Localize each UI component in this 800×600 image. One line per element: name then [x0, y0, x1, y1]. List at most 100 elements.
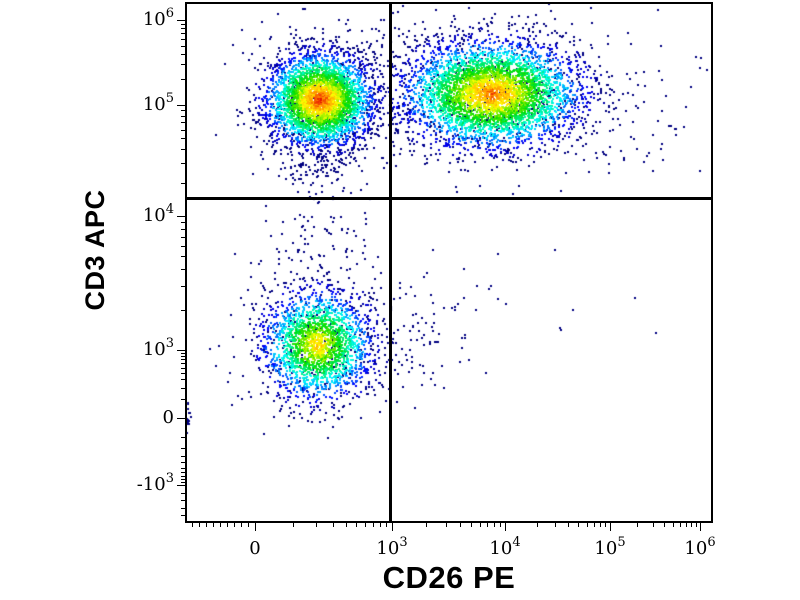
x-tick-mark: [346, 523, 347, 527]
x-tick-mark: [206, 523, 207, 527]
y-tick-label: 103: [142, 336, 174, 360]
y-tick-mark: [177, 418, 185, 419]
y-tick-mark: [181, 373, 185, 374]
y-tick-label: 105: [142, 91, 174, 115]
x-tick-mark: [700, 523, 701, 531]
y-tick-mark: [181, 28, 185, 29]
y-tick-mark: [181, 39, 185, 40]
x-tick-mark: [248, 523, 249, 527]
y-tick-mark: [177, 350, 185, 351]
x-tick-mark: [600, 523, 601, 527]
x-tick-mark: [691, 523, 692, 527]
x-tick-mark: [680, 523, 681, 527]
x-tick-mark: [199, 523, 200, 527]
x-tick-mark: [568, 523, 569, 527]
y-tick-mark: [181, 110, 185, 111]
x-tick-label: 104: [489, 535, 521, 559]
x-tick-mark: [392, 523, 393, 531]
x-tick-mark: [578, 523, 579, 527]
x-tick-mark: [365, 523, 366, 527]
y-tick-mark: [181, 493, 185, 494]
x-tick-mark: [487, 523, 488, 527]
y-tick-mark: [181, 368, 185, 369]
x-tick-label: 0: [249, 538, 261, 559]
y-tick-mark: [181, 79, 185, 80]
x-tick-mark: [594, 523, 595, 527]
y-tick-mark: [181, 388, 185, 389]
x-tick-mark: [241, 523, 242, 527]
x-tick-mark: [380, 523, 381, 527]
y-tick-mark: [181, 54, 185, 55]
x-tick-mark: [637, 523, 638, 527]
x-tick-mark: [471, 523, 472, 527]
x-tick-mark: [673, 523, 674, 527]
y-axis-title: CD3 APC: [80, 189, 110, 311]
x-tick-mark: [192, 523, 193, 527]
x-tick-mark: [356, 523, 357, 527]
y-tick-mark: [181, 476, 185, 477]
x-tick-mark: [460, 523, 461, 527]
x-tick-mark: [255, 523, 256, 531]
x-tick-mark: [653, 523, 654, 527]
y-tick-mark: [181, 229, 185, 230]
y-tick-label: 0: [162, 407, 174, 428]
x-tick-mark: [333, 523, 334, 527]
y-tick-mark: [181, 359, 185, 360]
y-tick-mark: [181, 116, 185, 117]
y-tick-mark: [181, 479, 185, 480]
y-tick-mark: [181, 515, 185, 516]
x-tick-mark: [220, 523, 221, 527]
x-tick-mark: [386, 523, 387, 527]
x-tick-mark: [446, 523, 447, 527]
y-tick-mark: [181, 353, 185, 354]
y-tick-mark: [181, 508, 185, 509]
y-tick-mark: [181, 356, 185, 357]
x-tick-mark: [234, 523, 235, 527]
y-tick-mark: [181, 363, 185, 364]
plot-frame: [185, 2, 713, 523]
y-tick-mark: [181, 448, 185, 449]
y-tick-mark: [181, 286, 185, 287]
y-tick-mark: [177, 105, 185, 106]
y-tick-mark: [181, 183, 185, 184]
quadrant-gate-horizontal-line: [185, 197, 713, 200]
y-tick-mark: [177, 216, 185, 217]
y-tick-mark: [181, 163, 185, 164]
quadrant-gate-vertical-line: [389, 2, 392, 523]
y-tick-mark: [177, 485, 185, 486]
x-tick-mark: [605, 523, 606, 527]
y-tick-mark: [181, 46, 185, 47]
x-tick-mark: [505, 523, 506, 531]
y-tick-mark: [181, 138, 185, 139]
x-tick-mark: [537, 523, 538, 527]
y-tick-mark: [181, 64, 185, 65]
y-tick-mark: [181, 462, 185, 463]
y-tick-mark: [181, 500, 185, 501]
y-tick-mark: [181, 482, 185, 483]
y-tick-mark: [181, 399, 185, 400]
y-tick-mark: [181, 468, 185, 469]
x-tick-label: 105: [594, 535, 626, 559]
y-tick-label: 106: [142, 6, 174, 30]
x-tick-mark: [494, 523, 495, 527]
x-tick-mark: [227, 523, 228, 527]
x-tick-mark: [293, 523, 294, 527]
x-tick-mark: [664, 523, 665, 527]
y-tick-mark: [181, 246, 185, 247]
y-tick-mark: [181, 456, 185, 457]
x-tick-mark: [500, 523, 501, 527]
x-tick-mark: [213, 523, 214, 527]
y-tick-mark: [181, 379, 185, 380]
y-tick-mark: [181, 24, 185, 25]
y-tick-mark: [181, 33, 185, 34]
y-tick-mark: [181, 437, 185, 438]
x-tick-mark: [480, 523, 481, 527]
y-tick-mark: [177, 20, 185, 21]
x-tick-mark: [373, 523, 374, 527]
x-tick-label: 106: [684, 535, 716, 559]
x-tick-mark: [686, 523, 687, 527]
x-tick-mark: [426, 523, 427, 527]
y-tick-mark: [181, 130, 185, 131]
